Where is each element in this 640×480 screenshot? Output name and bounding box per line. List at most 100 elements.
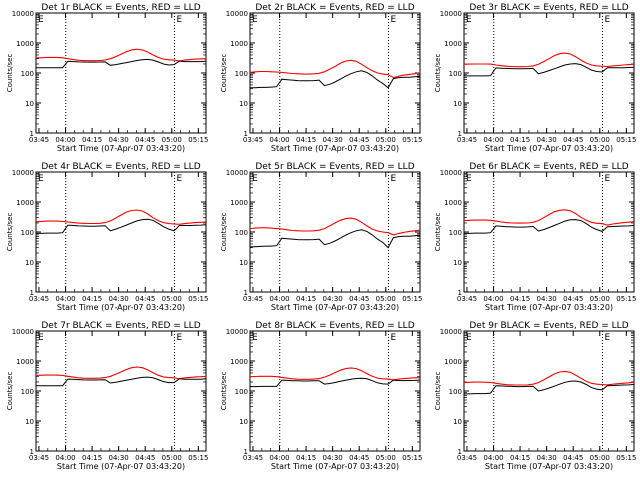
- y-tick-label: 1000: [16, 40, 34, 48]
- time-marker-label: E: [604, 15, 610, 25]
- y-tick-label: 100: [235, 388, 248, 396]
- x-tick-label: 04:15: [296, 295, 316, 303]
- x-tick-label: 05:15: [188, 295, 208, 303]
- x-tick-label: 04:45: [135, 454, 155, 462]
- x-tick-label: 04:30: [109, 295, 129, 303]
- start-marker-label: E: [252, 15, 258, 25]
- x-tick-label: 04:45: [563, 136, 583, 144]
- x-axis-label: Start Time (07-Apr-07 03:43:20): [57, 144, 185, 153]
- plot-frame: [249, 12, 421, 134]
- x-tick-label: 04:15: [510, 454, 530, 462]
- x-tick-label: 04:15: [296, 454, 316, 462]
- x-tick-label: 04:45: [563, 454, 583, 462]
- y-axis-label: Counts/sec: [6, 54, 14, 93]
- series-events-line: [36, 218, 207, 234]
- y-tick-label: 1: [458, 448, 462, 456]
- x-tick-label: 04:00: [269, 295, 289, 303]
- x-tick-label: 04:30: [323, 295, 343, 303]
- x-tick-label: 04:15: [510, 136, 530, 144]
- y-tick-label: 10000: [440, 169, 462, 177]
- x-tick-label: 05:15: [188, 454, 208, 462]
- panel-title: Det 5r BLACK = Events, RED = LLD: [255, 162, 414, 172]
- x-tick-label: 05:15: [616, 136, 636, 144]
- y-tick-label: 10: [25, 100, 34, 108]
- x-tick-label: 05:00: [162, 295, 182, 303]
- y-axis-label: Counts/sec: [6, 213, 14, 252]
- plot-frame: [35, 171, 207, 293]
- y-axis-label: Counts/sec: [220, 372, 228, 411]
- y-tick-label: 1: [458, 130, 462, 138]
- x-tick-label: 04:00: [269, 454, 289, 462]
- x-tick-label: 05:00: [162, 454, 182, 462]
- series-events-line: [250, 377, 421, 388]
- x-axis-label: Start Time (07-Apr-07 03:43:20): [485, 303, 613, 312]
- y-tick-label: 100: [449, 229, 462, 237]
- x-axis-label: Start Time (07-Apr-07 03:43:20): [485, 462, 613, 471]
- panel-det-8r: Det 8r BLACK = Events, RED = LLD 1 10 100 10…: [220, 321, 422, 471]
- series-lld-line: [249, 367, 421, 381]
- x-tick-label: 04:30: [537, 136, 557, 144]
- x-tick-label: 05:00: [162, 136, 182, 144]
- series-events-line: [36, 58, 207, 69]
- y-axis-label: Counts/sec: [434, 54, 442, 93]
- plot-frame: [35, 330, 207, 452]
- time-marker-label: E: [176, 333, 182, 343]
- x-tick-label: 03:45: [457, 136, 477, 144]
- start-marker-label: E: [38, 174, 44, 184]
- x-tick-label: 04:45: [349, 136, 369, 144]
- x-tick-label: 05:00: [590, 295, 610, 303]
- time-marker-label: E: [604, 174, 610, 184]
- x-tick-label: 05:15: [616, 295, 636, 303]
- start-marker-label: E: [466, 174, 472, 184]
- y-tick-label: 10000: [440, 328, 462, 336]
- y-tick-label: 10000: [12, 328, 34, 336]
- x-tick-label: 04:15: [82, 454, 102, 462]
- x-tick-label: 04:00: [483, 136, 503, 144]
- x-tick-label: 05:15: [402, 295, 422, 303]
- x-tick-label: 04:30: [323, 454, 343, 462]
- x-tick-label: 03:45: [243, 295, 263, 303]
- y-tick-label: 1000: [444, 199, 462, 207]
- y-tick-label: 100: [21, 388, 34, 396]
- x-tick-label: 03:45: [457, 295, 477, 303]
- panel-title: Det 8r BLACK = Events, RED = LLD: [255, 321, 414, 331]
- y-axis-label: Counts/sec: [434, 213, 442, 252]
- series-lld-line: [463, 209, 635, 226]
- panel-det-3r: Det 3r BLACK = Events, RED = LLD 1 10 100 10…: [434, 3, 636, 153]
- series-lld-line: [463, 52, 635, 68]
- panel-title: Det 7r BLACK = Events, RED = LLD: [41, 321, 200, 331]
- panel-det-9r: Det 9r BLACK = Events, RED = LLD 1 10 100 10…: [434, 321, 636, 471]
- x-tick-label: 04:45: [349, 454, 369, 462]
- x-tick-label: 03:45: [457, 454, 477, 462]
- panel-title: Det 1r BLACK = Events, RED = LLD: [41, 3, 200, 13]
- y-tick-label: 10: [25, 418, 34, 426]
- y-tick-label: 1000: [230, 40, 248, 48]
- panel-title: Det 2r BLACK = Events, RED = LLD: [255, 3, 414, 13]
- y-tick-label: 1: [244, 289, 248, 297]
- y-tick-label: 1: [30, 130, 34, 138]
- x-tick-label: 04:45: [563, 295, 583, 303]
- panel-title: Det 6r BLACK = Events, RED = LLD: [469, 162, 628, 172]
- start-marker-label: E: [38, 15, 44, 25]
- x-tick-label: 04:30: [323, 136, 343, 144]
- x-tick-label: 05:00: [376, 136, 396, 144]
- y-tick-label: 1000: [16, 199, 34, 207]
- x-axis-label: Start Time (07-Apr-07 03:43:20): [485, 144, 613, 153]
- series-lld-line: [249, 59, 421, 79]
- y-tick-label: 1: [244, 448, 248, 456]
- y-tick-label: 10: [453, 259, 462, 267]
- x-tick-label: 04:45: [135, 295, 155, 303]
- x-tick-label: 04:30: [109, 454, 129, 462]
- x-axis-label: Start Time (07-Apr-07 03:43:20): [271, 303, 399, 312]
- time-marker-label: E: [390, 15, 396, 25]
- x-tick-label: 03:45: [29, 136, 49, 144]
- y-tick-label: 1: [30, 289, 34, 297]
- start-marker-label: E: [466, 333, 472, 343]
- plot-frame: [463, 171, 635, 293]
- x-tick-label: 04:30: [537, 295, 557, 303]
- x-tick-label: 05:15: [188, 136, 208, 144]
- y-tick-label: 10000: [440, 10, 462, 18]
- x-tick-label: 04:30: [109, 136, 129, 144]
- y-tick-label: 1: [30, 448, 34, 456]
- x-axis-label: Start Time (07-Apr-07 03:43:20): [271, 462, 399, 471]
